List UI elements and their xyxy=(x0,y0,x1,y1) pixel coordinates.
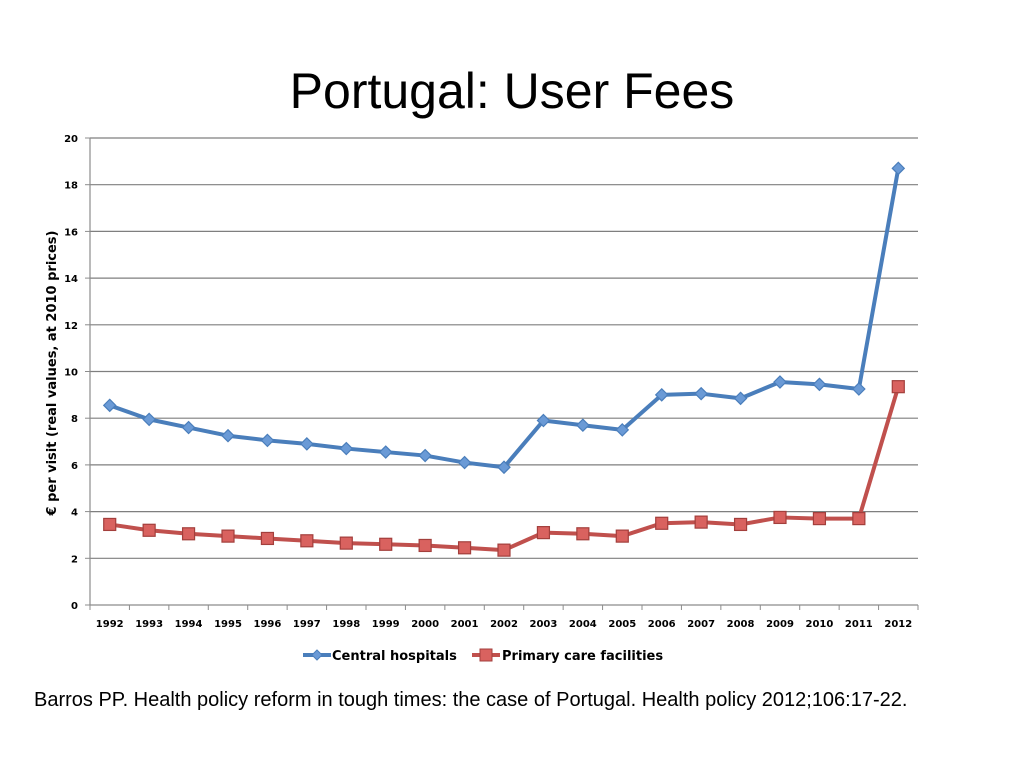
y-tick-label-14: 14 xyxy=(64,274,78,285)
x-tick-label-2005: 2005 xyxy=(608,619,636,630)
data-point-central-hospitals-1992 xyxy=(102,398,117,413)
y-tick-label-8: 8 xyxy=(71,414,78,425)
x-tick-label-2003: 2003 xyxy=(530,619,558,630)
x-tick-label-2002: 2002 xyxy=(490,619,518,630)
data-point-central-hospitals-1995 xyxy=(221,428,235,443)
data-point-central-hospitals-2007 xyxy=(694,386,708,401)
x-tick-label-1993: 1993 xyxy=(135,619,163,630)
y-tick-label-2: 2 xyxy=(71,554,78,565)
data-point-primary-care-facilities-2009 xyxy=(773,510,787,525)
data-point-primary-care-facilities-1995 xyxy=(221,529,235,543)
y-tick-label-10: 10 xyxy=(64,368,78,379)
x-tick-label-2011: 2011 xyxy=(845,619,873,630)
y-tick-label-18: 18 xyxy=(64,181,78,192)
legend-item-primary-care: Primary care facilities xyxy=(472,648,663,664)
data-point-primary-care-facilities-1996 xyxy=(260,531,275,546)
data-point-central-hospitals-2002 xyxy=(497,460,511,475)
x-tick-label-2010: 2010 xyxy=(806,619,834,630)
chart-series xyxy=(102,161,906,557)
data-point-central-hospitals-2011 xyxy=(852,382,866,396)
data-point-central-hospitals-1999 xyxy=(378,445,393,459)
x-tick-label-2000: 2000 xyxy=(411,619,439,630)
x-tick-label-2012: 2012 xyxy=(884,619,912,630)
x-tick-label-1998: 1998 xyxy=(332,619,360,630)
data-point-primary-care-facilities-2004 xyxy=(576,527,590,541)
y-tick-label-0: 0 xyxy=(71,601,78,612)
data-point-central-hospitals-1997 xyxy=(300,437,314,451)
data-point-primary-care-facilities-1993 xyxy=(142,523,156,537)
data-point-primary-care-facilities-2001 xyxy=(457,541,472,555)
x-tick-label-2006: 2006 xyxy=(648,619,676,630)
x-tick-label-2004: 2004 xyxy=(569,619,597,630)
series-line-central-hospitals xyxy=(109,168,901,470)
x-tick-label-2007: 2007 xyxy=(687,619,715,630)
x-tick-label-2001: 2001 xyxy=(451,619,479,630)
citation: Barros PP. Health policy reform in tough… xyxy=(34,689,908,711)
data-point-primary-care-facilities-1998 xyxy=(339,536,353,550)
legend-label-central-hospitals: Central hospitals xyxy=(332,649,457,664)
data-point-central-hospitals-2010 xyxy=(812,377,827,392)
data-point-central-hospitals-2000 xyxy=(418,448,432,463)
data-point-central-hospitals-2012 xyxy=(891,161,906,176)
y-tick-labels: 0 2 4 6 8 10 12 14 16 18 20 xyxy=(64,134,78,612)
x-tick-label-1997: 1997 xyxy=(293,619,321,630)
data-point-central-hospitals-2009 xyxy=(773,375,787,389)
data-point-primary-care-facilities-2005 xyxy=(615,529,629,543)
data-point-central-hospitals-1993 xyxy=(142,412,156,427)
legend-item-central-hospitals: Central hospitals xyxy=(303,649,457,664)
x-tick-label-1999: 1999 xyxy=(372,619,400,630)
data-point-primary-care-facilities-2010 xyxy=(812,512,827,526)
x-tick-label-1996: 1996 xyxy=(254,619,282,630)
y-tick-label-4: 4 xyxy=(71,508,78,519)
slide-title: Portugal: User Fees xyxy=(289,63,735,119)
data-point-primary-care-facilities-2011 xyxy=(852,512,866,526)
x-tick-label-2009: 2009 xyxy=(766,619,794,630)
data-point-primary-care-facilities-2000 xyxy=(418,538,432,553)
data-point-central-hospitals-2005 xyxy=(615,423,630,437)
data-point-central-hospitals-2004 xyxy=(576,418,590,433)
chart-legend: Central hospitals Primary care facilitie… xyxy=(303,648,663,664)
data-point-primary-care-facilities-2012 xyxy=(891,380,905,394)
y-tick-label-16: 16 xyxy=(64,227,78,238)
data-point-central-hospitals-2006 xyxy=(654,388,669,402)
y-tick-label-12: 12 xyxy=(64,321,78,332)
x-tick-label-1994: 1994 xyxy=(175,619,203,630)
x-tick-label-1995: 1995 xyxy=(214,619,242,630)
data-point-primary-care-facilities-1992 xyxy=(103,517,117,532)
legend-marker-central-hospitals xyxy=(311,649,323,661)
data-point-central-hospitals-2003 xyxy=(536,413,551,428)
data-point-central-hospitals-1998 xyxy=(339,441,354,456)
data-point-primary-care-facilities-2007 xyxy=(694,515,708,529)
legend-label-primary-care: Primary care facilities xyxy=(502,649,663,664)
data-point-primary-care-facilities-2006 xyxy=(655,516,669,530)
chart-axes xyxy=(85,137,919,610)
data-point-primary-care-facilities-2002 xyxy=(497,543,511,557)
data-point-central-hospitals-2001 xyxy=(457,455,472,470)
y-tick-label-20: 20 xyxy=(64,134,78,145)
data-point-primary-care-facilities-1994 xyxy=(181,527,196,541)
data-point-primary-care-facilities-2003 xyxy=(536,526,551,540)
legend-marker-primary-care xyxy=(479,648,493,662)
data-point-central-hospitals-2008 xyxy=(733,391,748,406)
data-point-primary-care-facilities-2008 xyxy=(733,517,748,532)
y-tick-label-6: 6 xyxy=(71,461,78,472)
x-tick-label-2008: 2008 xyxy=(727,619,755,630)
x-tick-labels: 1992 1993 1994 1995 1996 1997 1998 1999 2000 2001… xyxy=(96,619,912,630)
data-point-central-hospitals-1994 xyxy=(181,420,196,435)
data-point-primary-care-facilities-1999 xyxy=(379,537,393,551)
chart-gridlines xyxy=(90,137,918,559)
x-tick-label-1992: 1992 xyxy=(96,619,124,630)
data-point-central-hospitals-1996 xyxy=(260,433,275,448)
data-point-primary-care-facilities-1997 xyxy=(300,534,314,548)
y-axis-label: € per visit (real values, at 2010 prices… xyxy=(45,231,60,517)
